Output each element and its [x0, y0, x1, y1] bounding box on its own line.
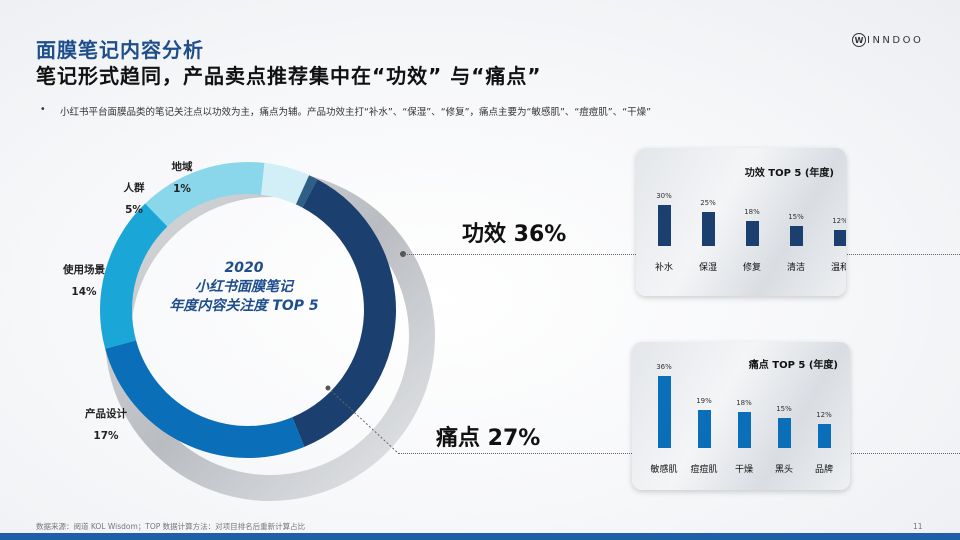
bar-value-label: 15% — [788, 212, 804, 221]
donut-slice-痛点 — [105, 340, 305, 458]
bar-category-label: 温和 — [830, 263, 846, 273]
bar-category-label: 清洁 — [786, 263, 805, 273]
seg-label-renqun: 人群 5% — [114, 177, 154, 221]
bar-category-label: 干燥 — [734, 465, 753, 475]
bar-保湿 — [701, 211, 715, 246]
gongxiao-card-title: 功效 TOP 5 (年度) — [744, 168, 834, 179]
seg-label-chanpin: 产品设计 17% — [74, 403, 138, 447]
donut-slice-地域 — [295, 175, 318, 208]
seg-label-diyu: 地域 1% — [162, 156, 202, 200]
donut-slice-功效 — [292, 179, 396, 447]
seg-label-shiyong-value: 14% — [71, 286, 97, 298]
bar-value-label: 12% — [816, 411, 832, 419]
bar-敏感肌 — [657, 376, 671, 448]
bar-痘痘肌 — [697, 410, 711, 448]
bar-value-label: 12% — [832, 216, 846, 225]
bar-清洁 — [789, 225, 803, 246]
gongxiao-bar-card: 功效 TOP 5 (年度) 30% 补水 25% 保湿 18% 修复 15% 清洁 12% 温和 — [636, 148, 846, 296]
bar-黑头 — [777, 418, 791, 448]
bar-value-label: 36% — [656, 363, 672, 371]
logo-text: INNDOO — [867, 34, 924, 46]
bar-category-label: 痘痘肌 — [690, 465, 718, 475]
footer-source: 数据来源：阅道 KOL Wisdom；TOP 数据计算方法：对项目排名后重新计算… — [36, 522, 306, 531]
bullet-dot-icon: • — [40, 104, 46, 115]
bar-品牌 — [817, 424, 831, 448]
tongdian-card-title: 痛点 TOP 5 (年度) — [748, 360, 838, 371]
seg-label-chanpin-name: 产品设计 — [85, 408, 127, 420]
logo-mark-icon: W — [852, 33, 866, 47]
seg-label-renqun-value: 5% — [125, 204, 143, 216]
bar-value-label: 25% — [700, 198, 716, 207]
summary-text: 小红书平台面膜品类的笔记关注点以功效为主，痛点为辅。产品功效主打“补水”、“保湿… — [60, 107, 652, 118]
gongxiao-big-label: 功效 36% — [462, 222, 567, 247]
bar-category-label: 黑头 — [774, 465, 793, 475]
bar-category-label: 敏感肌 — [650, 465, 678, 475]
bar-value-label: 18% — [736, 399, 752, 407]
bar-value-label: 18% — [744, 208, 760, 217]
page-title: 面膜笔记内容分析 — [36, 38, 204, 62]
bar-category-label: 品牌 — [814, 465, 833, 475]
donut-line1: 小红书面膜笔记 — [195, 279, 293, 295]
donut-line2: 年度内容关注度 TOP 5 — [169, 298, 319, 314]
bar-category-label: 保湿 — [698, 263, 717, 273]
donut-slice-使用场景 — [145, 162, 265, 227]
seg-label-diyu-name: 地域 — [171, 161, 193, 173]
page-number: 11 — [913, 522, 923, 531]
bar-干燥 — [737, 412, 751, 448]
brand-logo: W INNDOO — [852, 33, 923, 47]
seg-label-shiyong-name: 使用场景 — [63, 264, 105, 276]
bar-value-label: 30% — [656, 192, 672, 200]
donut-center-label: 2020 小红书面膜笔记 年度内容关注度 TOP 5 — [148, 259, 340, 316]
bar-value-label: 19% — [696, 397, 712, 405]
donut-slice-产品设计 — [100, 203, 168, 349]
bar-value-label: 15% — [776, 405, 792, 413]
seg-label-renqun-name: 人群 — [123, 182, 145, 194]
seg-label-shiyong: 使用场景 14% — [52, 259, 116, 303]
bar-category-label: 修复 — [742, 263, 761, 273]
bar-温和 — [833, 229, 846, 246]
seg-label-diyu-value: 1% — [173, 183, 191, 195]
footer-bar — [0, 533, 960, 540]
seg-label-chanpin-value: 17% — [93, 430, 119, 442]
donut-year: 2020 — [224, 260, 264, 276]
page-subtitle: 笔记形式趋同，产品卖点推荐集中在“功效” 与“痛点” — [36, 64, 542, 88]
bar-category-label: 补水 — [654, 263, 673, 273]
donut-slice-人群 — [260, 162, 310, 205]
bar-修复 — [745, 221, 759, 246]
bar-补水 — [657, 205, 671, 246]
tongdian-bar-card: 痛点 TOP 5 (年度) 36% 敏感肌 19% 痘痘肌 18% 干燥 15% 黑头 12% 品… — [632, 342, 850, 490]
tongdian-big-label: 痛点 27% — [436, 426, 541, 451]
